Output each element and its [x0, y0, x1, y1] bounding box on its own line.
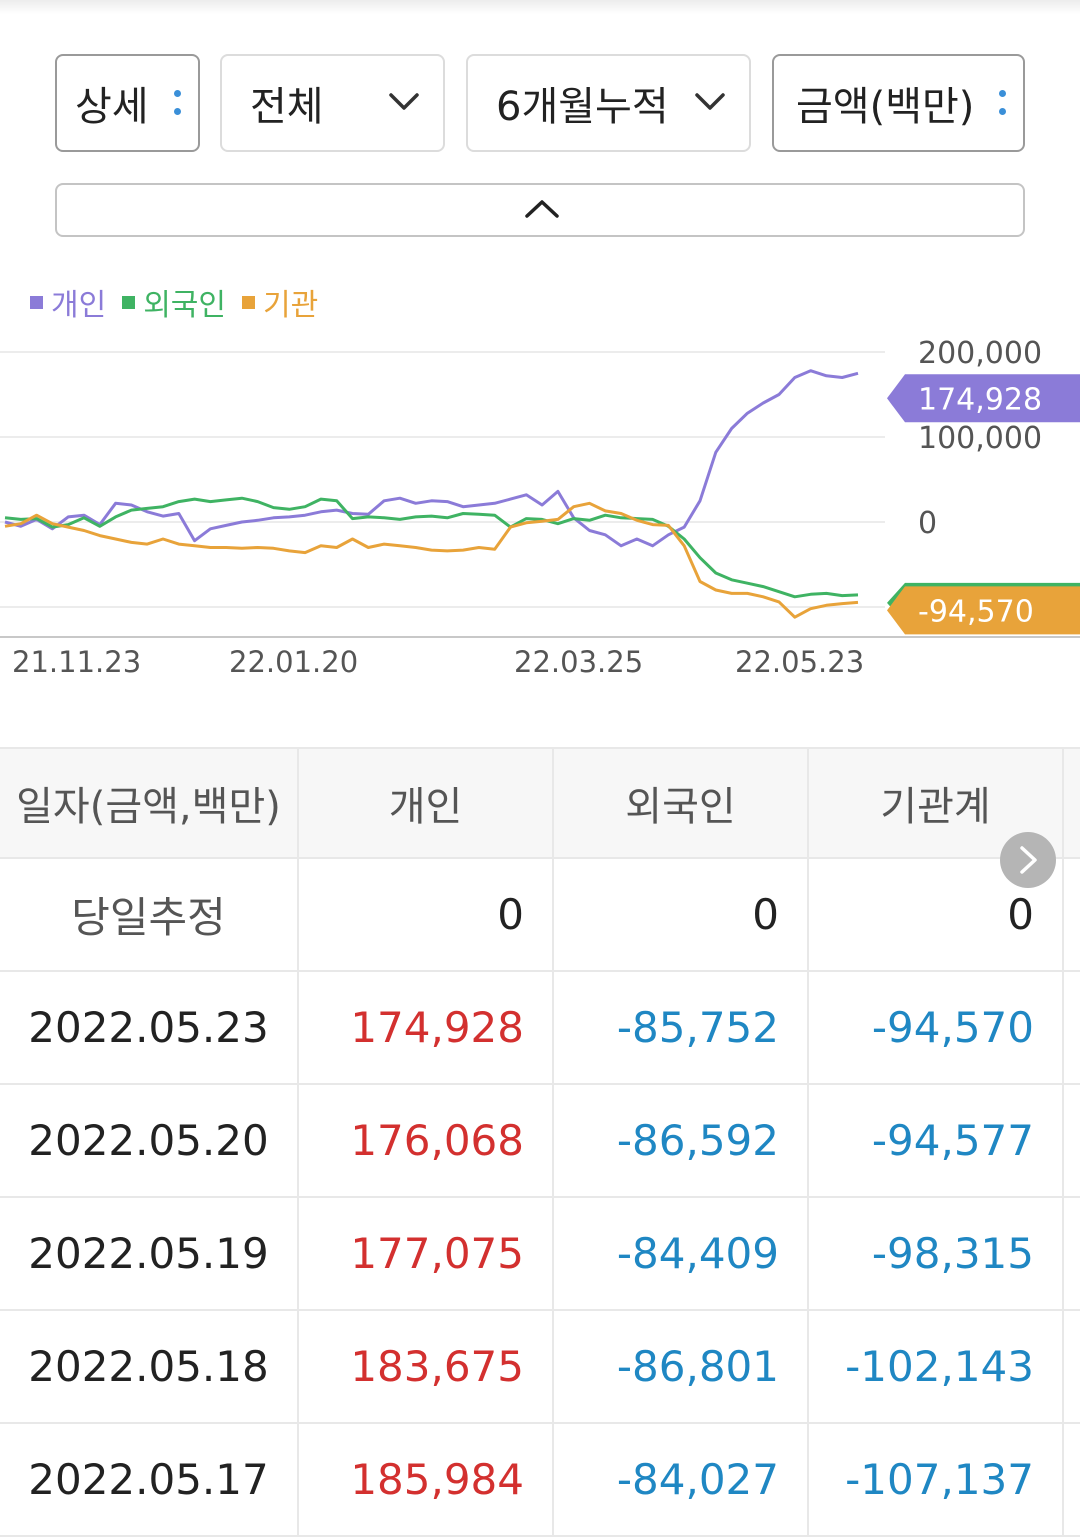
y-tick-label: 0 — [918, 506, 937, 541]
series-line-개인 — [4, 369, 859, 548]
chevron-down-icon — [695, 93, 725, 110]
legend-label: 외국인 — [143, 288, 227, 323]
x-tick-label: 21.11.23 — [12, 645, 141, 679]
row-foreign: -84,027 — [554, 1424, 809, 1535]
y-tick-label: 100,000 — [918, 421, 1042, 456]
detail-menu-button[interactable]: 상세 — [55, 54, 200, 152]
top-shadow — [0, 0, 1080, 14]
row-date: 2022.05.20 — [0, 1085, 299, 1196]
row-foreign: -85,752 — [554, 972, 809, 1083]
row-date: 2022.05.23 — [0, 972, 299, 1083]
chevron-up-icon — [525, 200, 559, 218]
row-institution: -107,137 — [809, 1424, 1064, 1535]
period-select[interactable]: 6개월누적 — [466, 54, 751, 152]
chart-legend: 개인 외국인 기관 — [30, 280, 334, 324]
row-institution: -94,577 — [809, 1085, 1064, 1196]
legend-swatch — [242, 295, 256, 309]
kebab-icon — [999, 90, 1007, 118]
legend-item-foreign[interactable]: 외국인 — [122, 280, 226, 324]
chevron-right-icon — [1020, 846, 1037, 874]
row-individual: 176,068 — [299, 1085, 554, 1196]
scope-select[interactable]: 전체 — [220, 54, 445, 152]
kebab-icon — [174, 90, 182, 118]
table-header-row: 일자(금액,백만) 개인 외국인 기관계 — [0, 747, 1080, 859]
row-foreign: -84,409 — [554, 1198, 809, 1309]
investor-flow-line-chart[interactable]: 200,000 100,000 0 174,928 -94,570 21.11.23 2… — [0, 330, 1080, 690]
row-individual: 185,984 — [299, 1424, 554, 1535]
series-line-외국인 — [4, 496, 859, 599]
scroll-right-button[interactable] — [1000, 832, 1056, 888]
row-foreign: -86,592 — [554, 1085, 809, 1196]
header-foreign: 외국인 — [554, 749, 809, 857]
row-institution: -102,143 — [809, 1311, 1064, 1422]
legend-swatch — [122, 295, 136, 309]
value-tag-label: 174,928 — [918, 382, 1042, 417]
collapse-toggle-button[interactable] — [55, 183, 1025, 237]
unit-menu-button[interactable]: 금액(백만) — [772, 54, 1025, 152]
x-tick-label: 22.05.23 — [735, 645, 864, 679]
row-date: 2022.05.19 — [0, 1198, 299, 1309]
row-individual: 183,675 — [299, 1311, 554, 1422]
legend-label: 기관 — [263, 288, 319, 323]
table-row: 2022.05.18 183,675 -86,801 -102,143 — [0, 1311, 1080, 1424]
y-tick-label: 200,000 — [918, 336, 1042, 371]
x-tick-label: 22.03.25 — [514, 645, 643, 679]
series-line-기관 — [4, 501, 859, 619]
header-date: 일자(금액,백만) — [0, 749, 299, 857]
value-tag — [887, 586, 1080, 635]
table-row: 2022.05.19 177,075 -84,409 -98,315 — [0, 1198, 1080, 1311]
row-date: 2022.05.17 — [0, 1424, 299, 1535]
table-row: 2022.05.20 176,068 -86,592 -94,577 — [0, 1085, 1080, 1198]
period-label: 6개월누적 — [496, 84, 669, 130]
legend-item-institution[interactable]: 기관 — [242, 280, 318, 324]
scope-label: 전체 — [250, 84, 324, 130]
value-tag — [887, 374, 1080, 423]
legend-item-individual[interactable]: 개인 — [30, 280, 106, 324]
row-foreign: 0 — [554, 859, 809, 970]
x-tick-label: 22.01.20 — [229, 645, 358, 679]
header-institution: 기관계 — [809, 749, 1064, 857]
row-institution: 0 — [809, 859, 1064, 970]
row-individual: 0 — [299, 859, 554, 970]
header-individual: 개인 — [299, 749, 554, 857]
row-institution: -98,315 — [809, 1198, 1064, 1309]
detail-label: 상세 — [75, 84, 149, 130]
row-date: 당일추정 — [0, 859, 299, 970]
table-row: 당일추정 0 0 0 — [0, 859, 1080, 972]
row-foreign: -86,801 — [554, 1311, 809, 1422]
chevron-down-icon — [389, 93, 419, 110]
row-date: 2022.05.18 — [0, 1311, 299, 1422]
row-institution: -94,570 — [809, 972, 1064, 1083]
unit-label: 금액(백만) — [796, 84, 975, 130]
row-individual: 177,075 — [299, 1198, 554, 1309]
value-tag-label: -94,570 — [918, 594, 1034, 629]
table-row: 2022.05.23 174,928 -85,752 -94,570 — [0, 972, 1080, 1085]
legend-label: 개인 — [51, 288, 107, 323]
legend-swatch — [30, 295, 43, 309]
row-individual: 174,928 — [299, 972, 554, 1083]
table-row: 2022.05.17 185,984 -84,027 -107,137 — [0, 1424, 1080, 1537]
